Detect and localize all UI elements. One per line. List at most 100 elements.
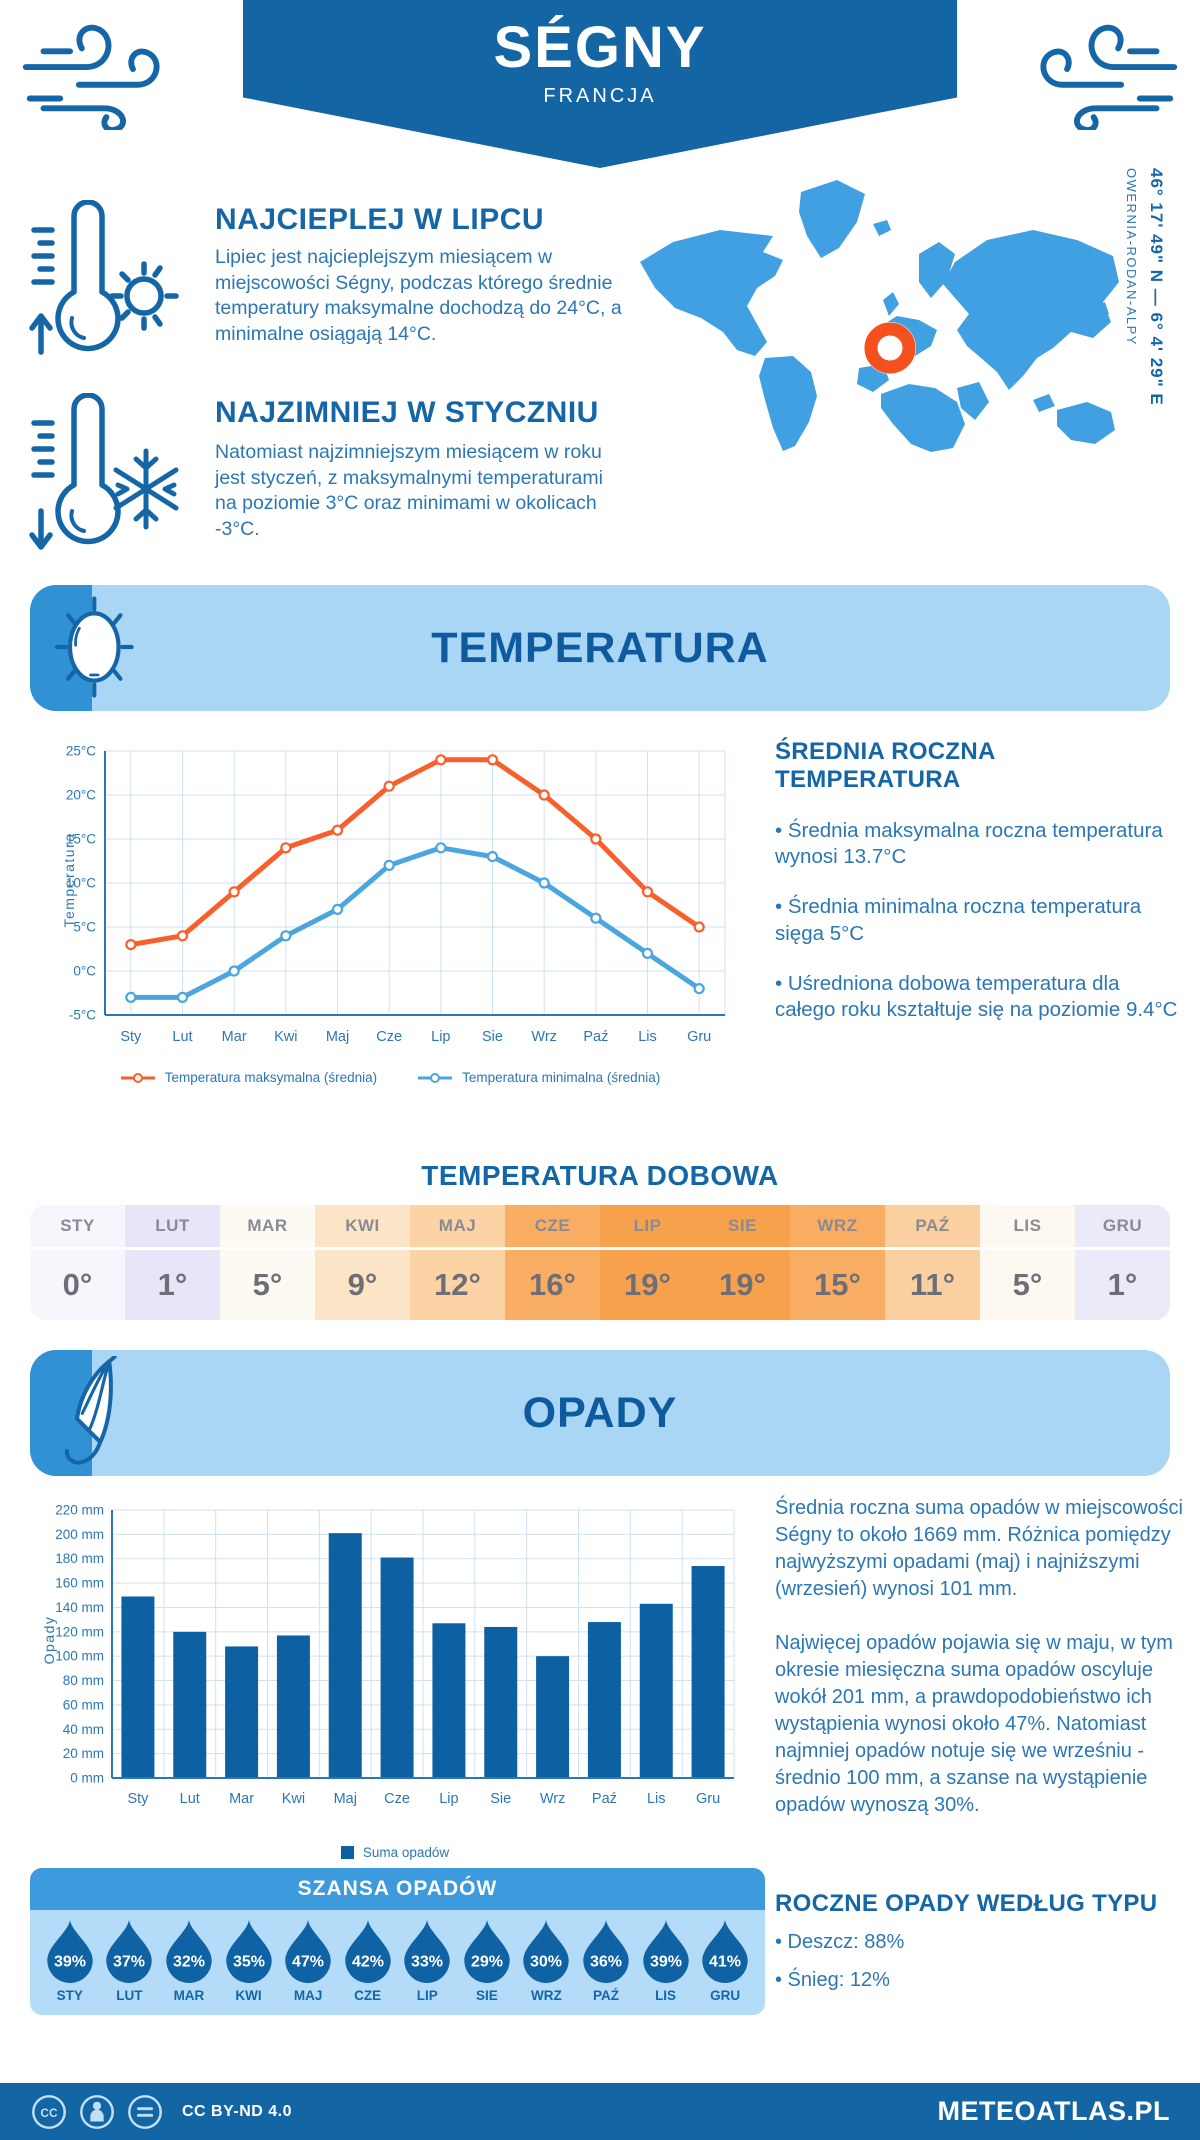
daily-temp-column: GRU 1° — [1075, 1205, 1170, 1320]
geo-caption: 46° 17' 49" N — 6° 4' 29" E OWERNIA-RODA… — [1124, 168, 1166, 458]
precip-chance-item: 37% LUT — [100, 1919, 160, 2003]
annual-temp-bullet: • Uśredniona dobowa temperatura dla całe… — [775, 971, 1178, 1022]
annual-temp-heading: ŚREDNIA ROCZNA TEMPERATURA — [775, 738, 995, 793]
legend-item: Suma opadów — [340, 1845, 450, 1860]
svg-text:33%: 33% — [411, 1953, 443, 1970]
svg-text:39%: 39% — [54, 1953, 86, 1970]
svg-text:180 mm: 180 mm — [55, 1551, 104, 1566]
daily-temp-month: SIE — [695, 1205, 790, 1250]
svg-text:5°C: 5°C — [73, 920, 96, 935]
precip-type-bullet: • Śnieg: 12% — [775, 1968, 890, 1991]
precipitation-chart-legend: Suma opadów — [40, 1845, 750, 1860]
precip-chance-month: GRU — [710, 1988, 741, 2003]
precip-chance-item: 39% STY — [40, 1919, 100, 2003]
precip-chance-item: 42% CZE — [338, 1919, 398, 2003]
svg-text:100 mm: 100 mm — [55, 1649, 104, 1664]
coordinates-label: 46° 17' 49" N — 6° 4' 29" E — [1147, 168, 1166, 406]
temperature-section-title: TEMPERATURA — [431, 623, 769, 672]
daily-temp-month: KWI — [315, 1205, 410, 1250]
precip-chance-month: MAJ — [293, 1988, 323, 2003]
header-banner: SÉGNY FRANCJA — [243, 0, 957, 168]
svg-text:Lip: Lip — [431, 1029, 450, 1045]
daily-temp-month: STY — [30, 1205, 125, 1250]
attribution-icon — [80, 2094, 114, 2129]
daily-temp-value: 19° — [719, 1267, 766, 1302]
svg-text:30%: 30% — [530, 1953, 562, 1970]
svg-text:Mar: Mar — [229, 1791, 254, 1807]
svg-text:Lut: Lut — [180, 1791, 200, 1807]
page-subtitle: FRANCJA — [543, 85, 657, 107]
svg-text:15°C: 15°C — [66, 832, 96, 847]
daily-temp-value: 0° — [62, 1267, 93, 1302]
location-marker — [864, 322, 916, 374]
svg-text:Sie: Sie — [482, 1029, 503, 1045]
svg-text:200 mm: 200 mm — [55, 1527, 104, 1542]
svg-text:20°C: 20°C — [66, 788, 96, 803]
svg-text:Gru: Gru — [696, 1791, 720, 1807]
svg-text:42%: 42% — [352, 1953, 384, 1970]
daily-temp-month: CZE — [505, 1205, 600, 1250]
svg-text:Wrz: Wrz — [531, 1029, 557, 1045]
precip-types-heading: ROCZNE OPADY WEDŁUG TYPU — [775, 1890, 1158, 1917]
daily-temp-value: 19° — [624, 1267, 671, 1302]
daily-temp-column: PAŹ 11° — [885, 1205, 980, 1320]
temperature-chart-legend: Temperatura maksymalna (średnia) Temperat… — [45, 1070, 735, 1085]
precip-chance-month: WRZ — [531, 1988, 562, 2003]
svg-text:41%: 41% — [709, 1953, 741, 1970]
region-label: OWERNIA-RODAN-ALPY — [1124, 168, 1139, 346]
daily-temp-month: GRU — [1075, 1205, 1170, 1250]
raindrop-icon: 47% — [285, 1920, 331, 1983]
daily-temp-value: 12° — [434, 1267, 481, 1302]
daily-temp-value: 5° — [1012, 1267, 1043, 1302]
svg-text:Mar: Mar — [222, 1029, 247, 1045]
precipitation-paragraph: Średnia roczna suma opadów w miejscowośc… — [775, 1497, 1183, 1600]
svg-text:Wrz: Wrz — [540, 1791, 566, 1807]
precip-chance-item: 41% GRU — [695, 1919, 755, 2003]
daily-temp-value: 11° — [909, 1267, 956, 1302]
svg-text:Lut: Lut — [172, 1029, 192, 1045]
daily-temp-column: MAR 5° — [220, 1205, 315, 1320]
svg-text:Maj: Maj — [334, 1791, 357, 1807]
raindrop-icon: 36% — [583, 1920, 629, 1983]
precip-chance-month: PAŹ — [592, 1988, 619, 2003]
svg-text:60 mm: 60 mm — [63, 1697, 104, 1712]
svg-text:36%: 36% — [590, 1953, 622, 1970]
svg-text:Lip: Lip — [439, 1791, 458, 1807]
svg-text:Sty: Sty — [120, 1029, 142, 1045]
svg-text:Lis: Lis — [647, 1791, 666, 1807]
precip-chance-month: MAR — [173, 1988, 205, 2003]
warmest-month-heading: NAJCIEPLEJ W LIPCU — [215, 203, 545, 236]
precip-chance-month: SIE — [475, 1988, 498, 2003]
precip-chance-month: LUT — [116, 1988, 143, 2003]
daily-temp-table: STY 0° LUT 1° MAR 5° KWI 9° MAJ 12° CZE 16° LIP 19° SI… — [30, 1205, 1170, 1320]
precip-chance-month: LIP — [416, 1988, 438, 2003]
svg-text:0°C: 0°C — [73, 964, 96, 979]
svg-text:20 mm: 20 mm — [63, 1746, 104, 1761]
precip-chance-item: 35% KWI — [219, 1919, 279, 2003]
raindrop-icon: 37% — [106, 1920, 153, 1983]
svg-text:37%: 37% — [113, 1953, 145, 1970]
sun-banner-icon — [54, 596, 134, 698]
daily-temp-month: LUT — [125, 1205, 220, 1250]
svg-text:25°C: 25°C — [66, 744, 96, 759]
continents — [640, 180, 1119, 452]
umbrella-banner-icon — [65, 1356, 117, 1465]
daily-temp-column: WRZ 15° — [790, 1205, 885, 1320]
legend-label: Suma opadów — [362, 1845, 450, 1860]
daily-temp-month: PAŹ — [885, 1205, 980, 1250]
daily-temp-value: 16° — [529, 1267, 576, 1302]
svg-text:140 mm: 140 mm — [55, 1600, 104, 1615]
daily-temp-month: LIS — [980, 1205, 1075, 1250]
raindrop-icon: 30% — [523, 1920, 570, 1983]
precip-types-block: ROCZNE OPADY WEDŁUG TYPU • Deszcz: 88% •… — [775, 1890, 1185, 1993]
svg-text:CC: CC — [40, 2105, 58, 2119]
legend-item: Temperatura minimalna (średnia) — [417, 1070, 660, 1085]
precip-chance-month: CZE — [354, 1988, 382, 2003]
raindrop-icon: 39% — [642, 1920, 689, 1983]
precip-type-bullet: • Deszcz: 88% — [775, 1931, 905, 1953]
svg-text:40 mm: 40 mm — [63, 1722, 104, 1737]
coldest-month-heading: NAJZIMNIEJ W STYCZNIU — [215, 396, 599, 429]
raindrop-icon: 41% — [702, 1920, 748, 1983]
svg-text:Sty: Sty — [127, 1791, 149, 1807]
raindrop-icon: 32% — [166, 1920, 212, 1983]
